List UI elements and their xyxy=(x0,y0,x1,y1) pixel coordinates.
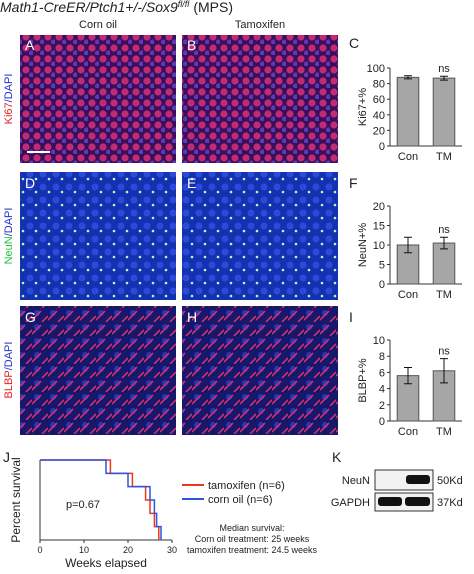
y-tick-label: 4 xyxy=(379,384,385,396)
panel-letter: H xyxy=(187,309,197,325)
marker: Ki67 xyxy=(3,102,15,124)
y-tick-label: 80 xyxy=(373,79,385,91)
y-tick-label: 8 xyxy=(379,351,385,363)
marker: NeuN xyxy=(3,236,15,264)
panel-letter: E xyxy=(187,175,196,191)
annotation: Median survival: xyxy=(219,523,284,533)
annotation: tamoxifen treatment: 24.5 weeks xyxy=(187,545,318,555)
y-axis-label: Percent survival xyxy=(9,457,23,542)
panel-letter: C xyxy=(349,35,359,51)
error-bar xyxy=(440,358,448,384)
annotation: ns xyxy=(438,63,450,75)
annotation: ns xyxy=(438,224,450,236)
figure-title: Math1-CreER/Ptch1+/-/Sox9fl/fl (MPS) xyxy=(0,0,233,15)
panel-letter: A xyxy=(25,37,35,53)
y-tick-label: 10 xyxy=(373,335,385,347)
x-tick-label: TM xyxy=(436,426,452,438)
micrograph xyxy=(182,172,338,300)
counterstain: /DAPI xyxy=(3,342,15,371)
x-tick-label: Con xyxy=(398,289,418,301)
column-label: Corn oil xyxy=(79,19,117,31)
x-tick-label: 10 xyxy=(79,545,89,555)
micrograph xyxy=(182,306,338,435)
blot-signal xyxy=(405,497,430,506)
annotation: Corn oil treatment: 25 weeks xyxy=(195,534,310,544)
micrograph xyxy=(182,35,338,163)
y-tick-label: 100 xyxy=(367,63,385,75)
y-axis-label: Ki67+% xyxy=(357,88,369,126)
y-tick-label: 0 xyxy=(379,279,385,291)
counterstain: /DAPI xyxy=(3,208,15,237)
blot-size: 37Kd xyxy=(437,497,463,509)
x-axis-label: Weeks elapsed xyxy=(65,556,147,569)
blot-label: NeuN xyxy=(342,475,370,487)
y-tick-label: 10 xyxy=(373,240,385,252)
row-label: Ki67/DAPI xyxy=(3,74,15,125)
x-tick-label: Con xyxy=(398,151,418,163)
error-bar xyxy=(440,236,448,250)
y-tick-label: 20 xyxy=(373,201,385,213)
marker: BLBP xyxy=(3,370,15,398)
blot-size: 50Kd xyxy=(437,475,463,487)
panel-letter: J xyxy=(3,449,10,465)
x-tick-label: 0 xyxy=(37,545,42,555)
micrograph xyxy=(20,35,176,163)
annotation: p=0.67 xyxy=(66,499,100,511)
y-axis-label: BLBP+% xyxy=(357,358,369,403)
error-bar xyxy=(404,236,412,254)
row-label: NeuN/DAPI xyxy=(3,208,15,265)
title-text: Math1-CreER/Ptch1+/-/Sox9 xyxy=(0,0,178,15)
row-label: BLBP/DAPI xyxy=(3,342,15,399)
y-axis-label: NeuN+% xyxy=(357,223,369,268)
error-bar xyxy=(404,367,412,385)
y-tick-label: 20 xyxy=(373,125,385,137)
annotation: ns xyxy=(438,346,450,358)
bar xyxy=(396,76,420,147)
panel-letter: F xyxy=(349,175,358,191)
y-tick-label: 0 xyxy=(379,141,385,153)
x-tick-label: Con xyxy=(398,426,418,438)
x-tick-label: 20 xyxy=(123,545,133,555)
counterstain: /DAPI xyxy=(3,74,15,103)
panel-letter: G xyxy=(25,309,36,325)
blot-label: GAPDH xyxy=(331,497,370,509)
title-suffix: (MPS) xyxy=(193,0,233,15)
x-tick-label: TM xyxy=(436,151,452,163)
y-tick-label: 5 xyxy=(379,260,385,272)
legend-label: corn oil (n=6) xyxy=(208,494,273,506)
panel-letter: I xyxy=(349,309,353,325)
y-tick-label: 2 xyxy=(379,400,385,412)
y-tick-label: 6 xyxy=(379,367,385,379)
panel-letter: D xyxy=(25,175,35,191)
y-tick-label: 40 xyxy=(373,110,385,122)
y-tick-label: 15 xyxy=(373,221,385,233)
title-sup: fl/fl xyxy=(178,0,191,9)
bar xyxy=(432,77,456,147)
panel-letter: K xyxy=(332,449,342,465)
error-bar xyxy=(404,75,412,80)
micrograph xyxy=(20,172,176,300)
error-bar xyxy=(440,75,448,81)
blot-signal xyxy=(406,475,430,484)
blot-signal xyxy=(378,497,402,506)
column-label: Tamoxifen xyxy=(235,19,285,31)
micrograph xyxy=(20,306,176,435)
survival-curve xyxy=(40,459,162,540)
panel-letter: B xyxy=(187,37,196,53)
y-tick-label: 60 xyxy=(373,94,385,106)
x-tick-label: 30 xyxy=(167,545,177,555)
y-tick-label: 0 xyxy=(379,416,385,428)
x-tick-label: TM xyxy=(436,289,452,301)
legend-label: tamoxifen (n=6) xyxy=(208,480,285,492)
